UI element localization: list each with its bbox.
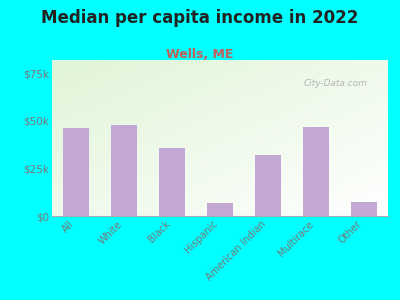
- Text: Wells, ME: Wells, ME: [166, 48, 234, 61]
- Bar: [207, 203, 233, 216]
- Bar: [303, 127, 329, 216]
- Bar: [111, 125, 137, 216]
- Text: Median per capita income in 2022: Median per capita income in 2022: [41, 9, 359, 27]
- Text: City-Data.com: City-Data.com: [304, 79, 368, 88]
- Bar: [63, 128, 89, 216]
- Bar: [255, 155, 281, 216]
- Bar: [159, 148, 185, 216]
- Bar: [351, 202, 377, 216]
